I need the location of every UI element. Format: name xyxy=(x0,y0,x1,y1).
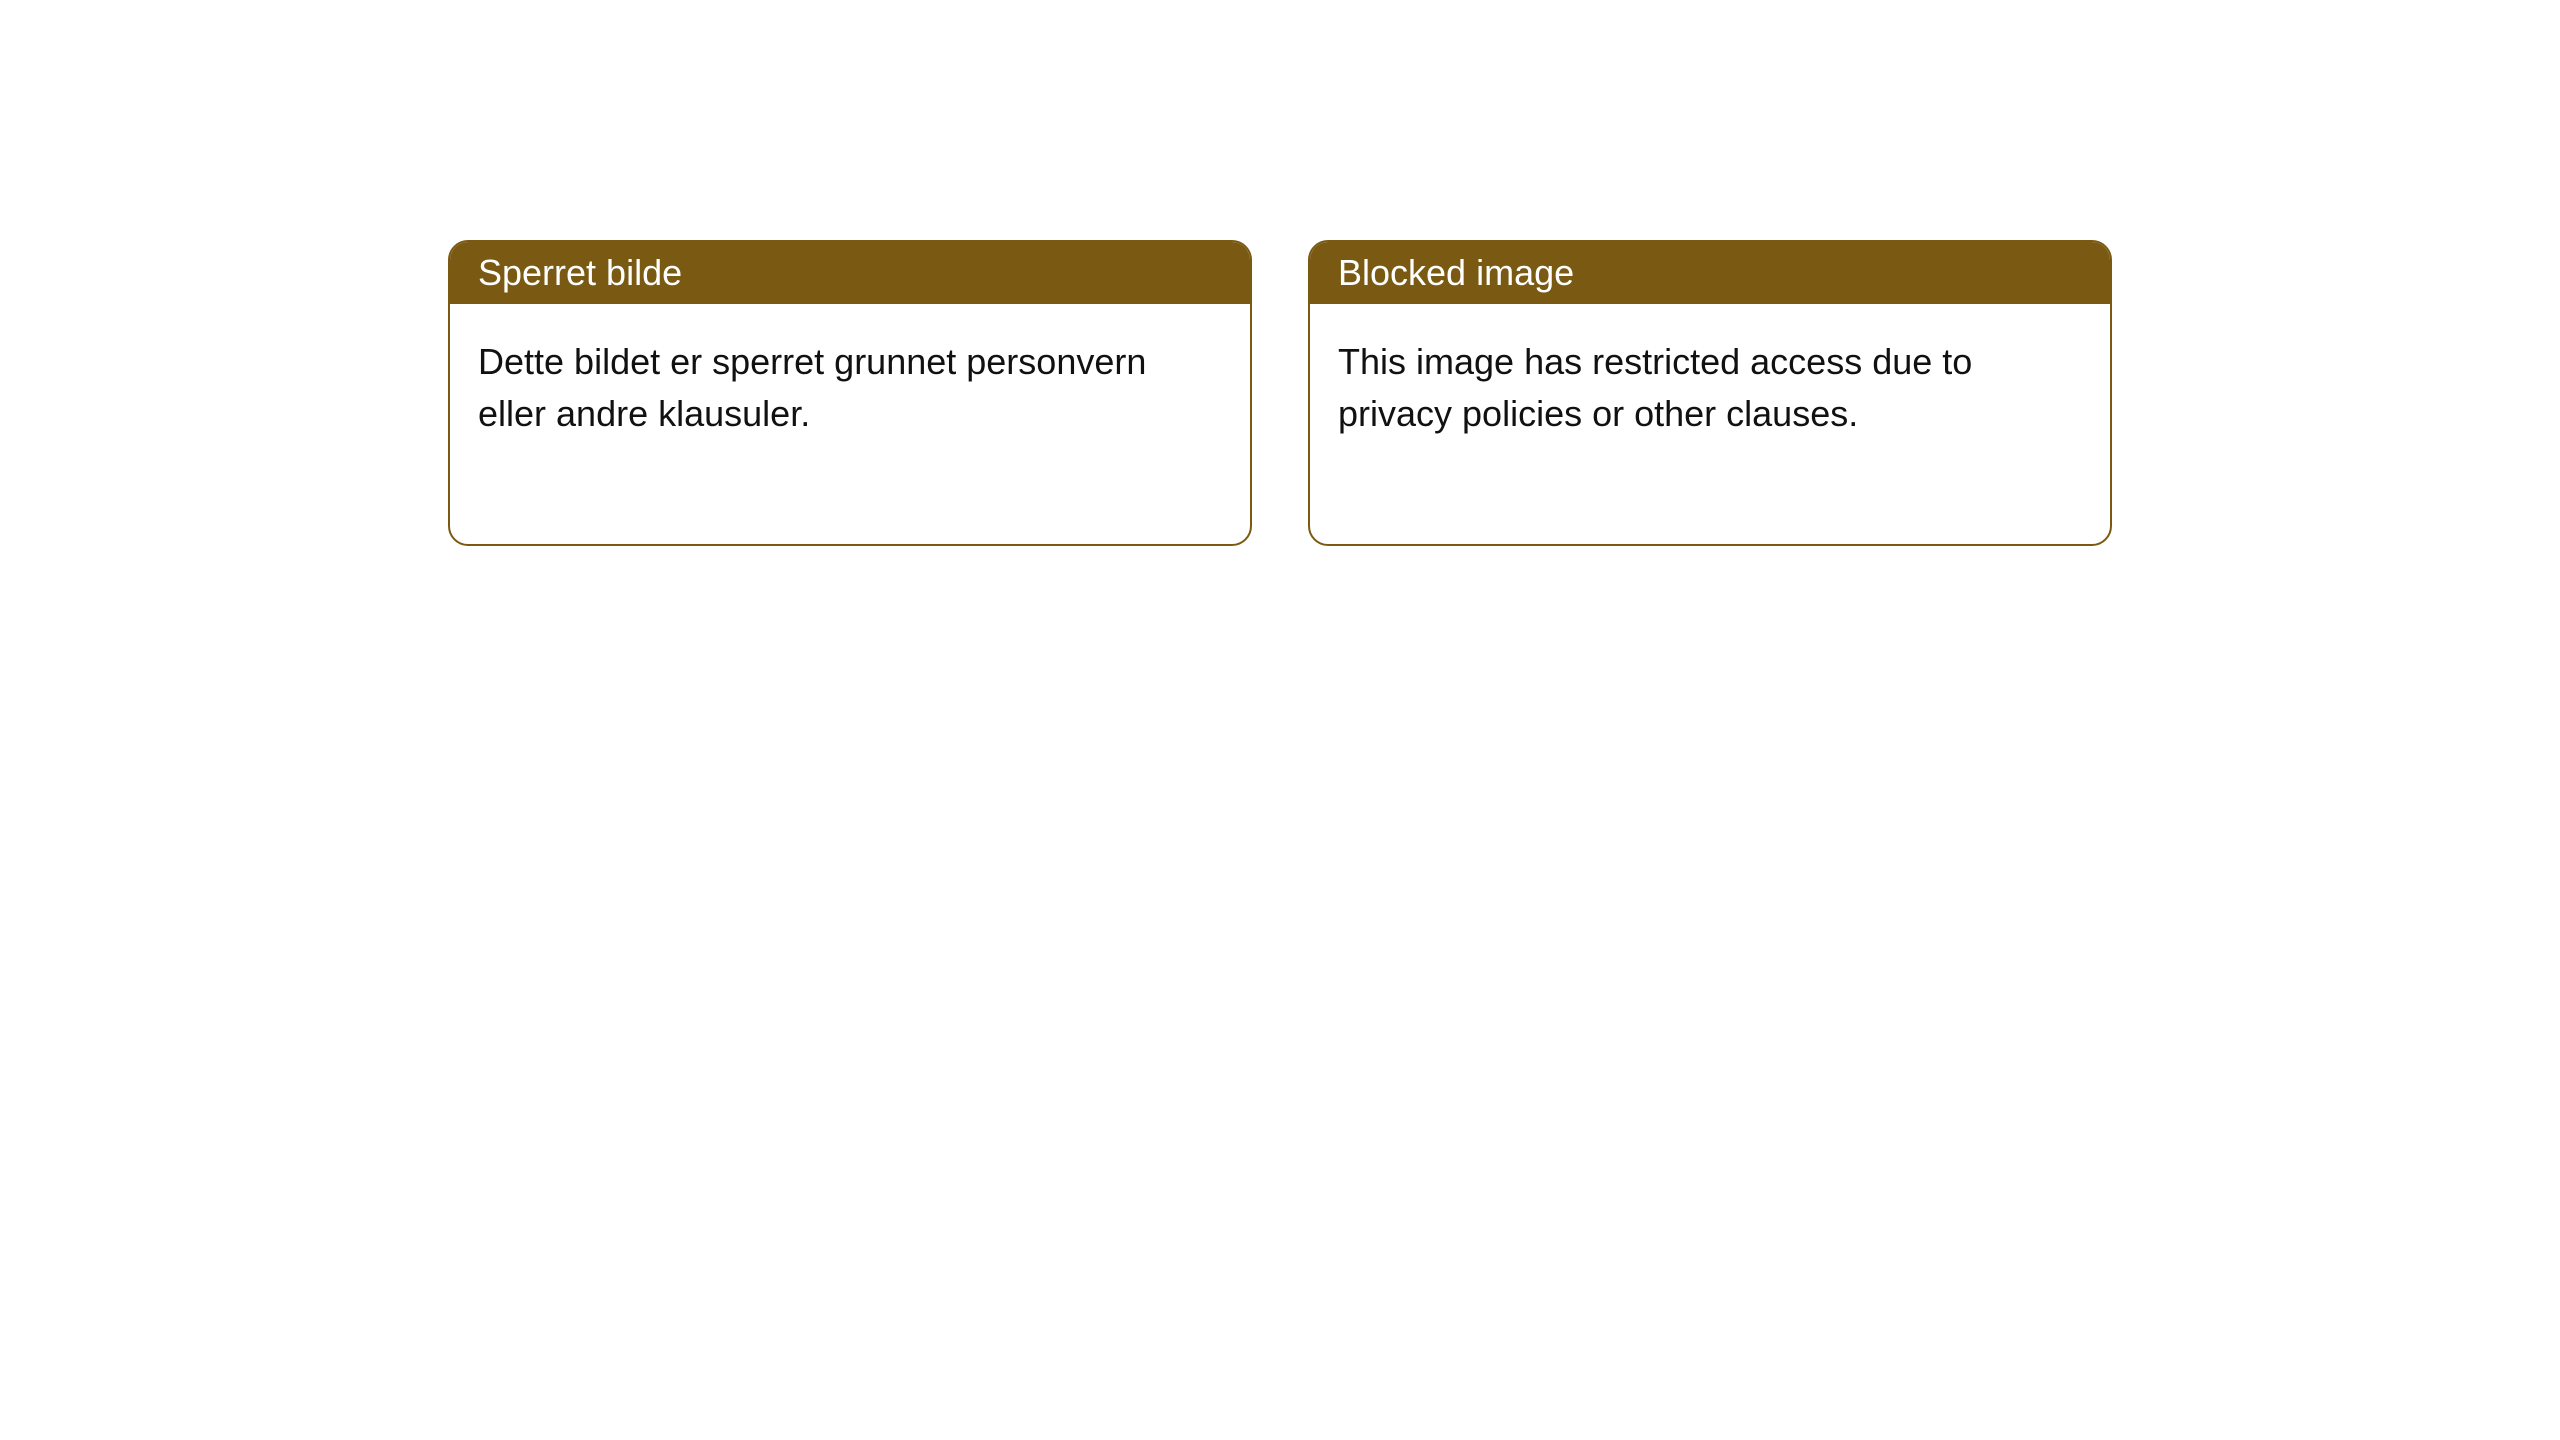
card-body: Dette bildet er sperret grunnet personve… xyxy=(450,304,1250,544)
card-header-text: Sperret bilde xyxy=(478,252,682,293)
card-header-text: Blocked image xyxy=(1338,252,1574,293)
card-body: This image has restricted access due to … xyxy=(1310,304,2110,544)
card-header: Blocked image xyxy=(1310,242,2110,304)
notice-card-english: Blocked image This image has restricted … xyxy=(1308,240,2112,546)
notice-card-norwegian: Sperret bilde Dette bildet er sperret gr… xyxy=(448,240,1252,546)
card-body-text: Dette bildet er sperret grunnet personve… xyxy=(478,341,1146,434)
card-body-text: This image has restricted access due to … xyxy=(1338,341,1972,434)
card-header: Sperret bilde xyxy=(450,242,1250,304)
notice-cards-container: Sperret bilde Dette bildet er sperret gr… xyxy=(0,0,2560,546)
